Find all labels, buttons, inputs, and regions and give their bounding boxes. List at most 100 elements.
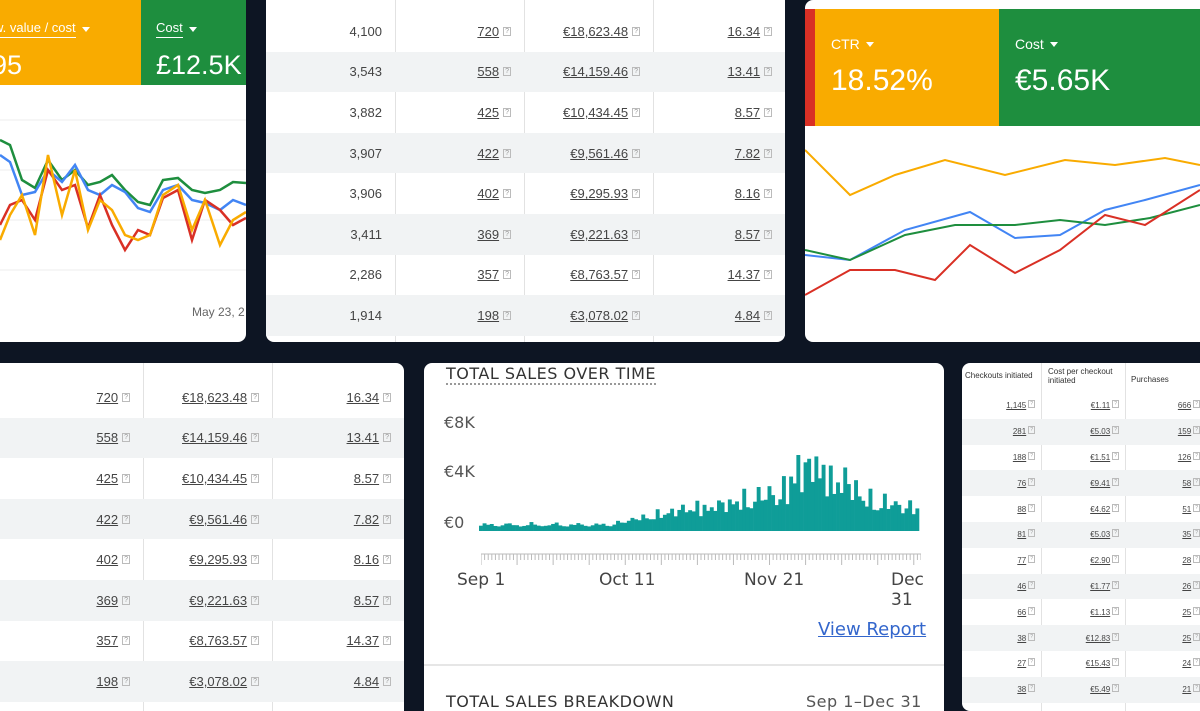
cell-value[interactable]: €9,295.93 (570, 186, 629, 202)
cell-value[interactable]: 357 (96, 633, 119, 649)
cell-value[interactable]: 558 (96, 430, 119, 446)
cell-value[interactable]: 8.57 (353, 592, 380, 608)
card-title[interactable]: TOTAL SALES OVER TIME (446, 364, 656, 385)
cell-value[interactable]: €14,159.46 (182, 430, 248, 446)
cell-value[interactable]: €9.41 (1090, 478, 1111, 488)
table-row: 1,914 198? €3,078.02? 4.84? (266, 295, 785, 336)
cell-value[interactable]: €3,078.02 (189, 673, 248, 689)
metric-tile-cost[interactable]: Cost £12.5K (141, 0, 246, 85)
breakdown-title[interactable]: TOTAL SALES BREAKDOWN (446, 692, 675, 711)
cell-value[interactable]: 402 (96, 552, 119, 568)
cell-value[interactable]: 369 (96, 592, 119, 608)
cell-value[interactable]: €10,434.45 (182, 470, 248, 486)
cell-value[interactable]: 425 (96, 470, 119, 486)
metric-tile-ctr[interactable]: CTR 18.52% (815, 9, 999, 126)
cell-value[interactable]: 27 (1017, 659, 1027, 669)
cell-value[interactable]: €8,763.57 (570, 267, 629, 283)
cell-value[interactable]: 720 (477, 23, 500, 39)
cell-value[interactable]: 198 (477, 307, 500, 323)
cell-value[interactable]: €9,221.63 (189, 592, 248, 608)
cell-value: 1,914 (349, 307, 382, 323)
cell-value[interactable]: 7.82 (353, 511, 380, 527)
cell-value[interactable]: 28 (1182, 556, 1192, 566)
cell-value[interactable]: 46 (1017, 581, 1027, 591)
cell-value[interactable]: 13.41 (346, 430, 380, 446)
cell-value[interactable]: 16.34 (727, 23, 761, 39)
cell-value[interactable]: 666 (1177, 401, 1192, 411)
cell-value[interactable]: 720 (96, 389, 119, 405)
info-icon: ? (1112, 684, 1119, 693)
cell-value[interactable]: €3,078.02 (570, 307, 629, 323)
cell-value[interactable]: €4.62 (1090, 504, 1111, 514)
cell-value[interactable]: €1.51 (1090, 452, 1111, 462)
cell-value[interactable]: 14.37 (346, 633, 380, 649)
cell-value[interactable]: €9,561.46 (570, 145, 629, 161)
cell-value[interactable]: €9,221.63 (570, 226, 629, 242)
cell-value[interactable]: 281 (1012, 427, 1027, 437)
column-header[interactable]: Checkouts initiated (965, 371, 1033, 380)
column-header[interactable]: Purchases (1131, 375, 1169, 384)
cell-value[interactable]: 14.37 (727, 267, 761, 283)
cell-value[interactable]: 24 (1182, 659, 1192, 669)
cell-value[interactable]: 16.34 (346, 389, 380, 405)
cell-value[interactable]: 81 (1017, 530, 1027, 540)
cell-value[interactable]: 8.57 (734, 104, 761, 120)
cell-value[interactable]: €18,623.48 (182, 389, 248, 405)
cell-value[interactable]: €8,763.57 (189, 633, 248, 649)
column-header[interactable]: Cost per checkout initiated (1048, 367, 1113, 385)
cell-value[interactable]: 88 (1017, 504, 1027, 514)
cell-value[interactable]: 7.82 (734, 145, 761, 161)
cell-value[interactable]: €5.03 (1090, 427, 1111, 437)
cell-value[interactable]: €10,434.45 (563, 104, 629, 120)
cell-value[interactable]: 198 (96, 673, 119, 689)
cell-value[interactable]: 21 (1182, 685, 1192, 695)
cell-value[interactable]: €18,623.48 (563, 23, 629, 39)
cell-value[interactable]: €1.77 (1090, 581, 1111, 591)
cell-value[interactable]: €1.11 (1090, 401, 1111, 411)
cell-value[interactable]: €9,561.46 (189, 511, 248, 527)
cell-value[interactable]: 38 (1017, 633, 1027, 643)
cell-value[interactable]: €15.43 (1085, 659, 1111, 669)
cell-value[interactable]: 402 (477, 186, 500, 202)
cell-value[interactable]: 8.16 (353, 552, 380, 568)
cell-value[interactable]: 422 (477, 145, 500, 161)
cell-value[interactable]: 4.84 (353, 673, 380, 689)
metric-tile-cost[interactable]: Cost €5.65K (999, 9, 1200, 126)
cell-value[interactable]: 422 (96, 511, 119, 527)
cell-value[interactable]: €1.13 (1090, 607, 1111, 617)
cell-value[interactable]: 357 (477, 267, 500, 283)
cell-value[interactable]: 8.57 (734, 226, 761, 242)
cell-value[interactable]: 38 (1017, 685, 1027, 695)
cell-value[interactable]: 188 (1012, 452, 1027, 462)
cell-value[interactable]: 13.41 (727, 64, 761, 80)
cell-value[interactable]: 25 (1182, 633, 1192, 643)
cell-value[interactable]: 369 (477, 226, 500, 242)
metric-tile-conv-value[interactable]: w. value / cost 95 (0, 0, 141, 85)
cell-value[interactable]: 51 (1182, 504, 1192, 514)
cell-value[interactable]: 76 (1017, 478, 1027, 488)
cell-value[interactable]: 26 (1182, 581, 1192, 591)
cell-value[interactable]: 58 (1182, 478, 1192, 488)
cell-value[interactable]: 1,145 (1006, 401, 1027, 411)
cell-value[interactable]: 8.16 (734, 186, 761, 202)
cell-value[interactable]: €12.83 (1085, 633, 1111, 643)
cell-value[interactable]: 66 (1017, 607, 1027, 617)
sales-bar (583, 525, 588, 531)
cell-value[interactable]: 425 (477, 104, 500, 120)
cell-value[interactable]: 159 (1177, 427, 1192, 437)
cell-value[interactable]: 8.57 (353, 470, 380, 486)
table-cell: 8.57? (653, 213, 785, 255)
cell-value[interactable]: €5.49 (1090, 685, 1111, 695)
cell-value[interactable]: €14,159.46 (563, 64, 629, 80)
cell-value[interactable]: 126 (1177, 452, 1192, 462)
cell-value[interactable]: 35 (1182, 530, 1192, 540)
cell-value[interactable]: 4.84 (734, 307, 761, 323)
cell-value[interactable]: €2.90 (1090, 556, 1111, 566)
view-report-link[interactable]: View Report (818, 619, 927, 640)
sales-bar (915, 508, 920, 531)
cell-value[interactable]: €9,295.93 (189, 552, 248, 568)
cell-value[interactable]: 77 (1017, 556, 1027, 566)
cell-value[interactable]: 25 (1182, 607, 1192, 617)
cell-value[interactable]: €5.03 (1090, 530, 1111, 540)
cell-value[interactable]: 558 (477, 64, 500, 80)
